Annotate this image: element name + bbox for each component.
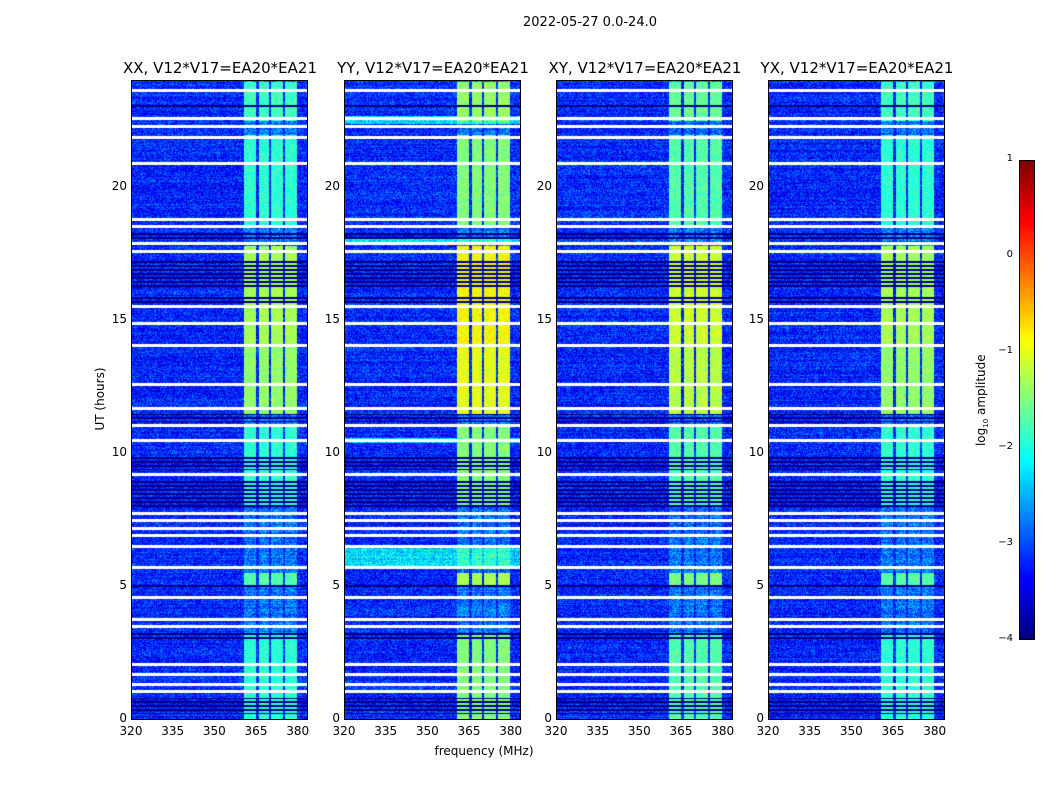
y-tick-label: 10 bbox=[111, 445, 127, 460]
colorbar-tick-label: −3 bbox=[998, 537, 1013, 548]
colorbar-tick-label: −2 bbox=[998, 441, 1013, 452]
y-tick-label: 15 bbox=[748, 312, 764, 327]
y-tick-label: 10 bbox=[748, 445, 764, 460]
y-axis-label: UT (hours) bbox=[93, 367, 107, 431]
colorbar-label: log10 amplitude bbox=[973, 354, 991, 447]
y-tick-label: 15 bbox=[111, 312, 127, 327]
x-tick-label: 365 bbox=[881, 724, 905, 738]
spectrogram-panel bbox=[556, 80, 733, 720]
y-tick-label: 10 bbox=[324, 445, 340, 460]
x-tick-label: 320 bbox=[756, 724, 780, 738]
y-tick-label: 20 bbox=[536, 179, 552, 194]
y-tick-label: 5 bbox=[332, 578, 340, 593]
x-tick-label: 335 bbox=[798, 724, 822, 738]
spectrogram-panel bbox=[344, 80, 521, 720]
x-tick-label: 350 bbox=[839, 724, 863, 738]
x-tick-label: 365 bbox=[457, 724, 481, 738]
y-tick-label: 5 bbox=[544, 578, 552, 593]
y-tick-label: 5 bbox=[756, 578, 764, 593]
y-tick-label: 0 bbox=[544, 711, 552, 725]
x-tick-label: 365 bbox=[669, 724, 693, 738]
panel-title: YY, V12*V17=EA20*EA21 bbox=[337, 59, 529, 77]
x-tick-label: 320 bbox=[544, 724, 568, 738]
y-tick-label: 20 bbox=[324, 179, 340, 194]
y-tick-label: 20 bbox=[111, 179, 127, 194]
x-tick-label: 365 bbox=[244, 724, 268, 738]
colorbar bbox=[1019, 160, 1035, 640]
x-tick-label: 335 bbox=[374, 724, 398, 738]
y-tick-label: 20 bbox=[748, 179, 764, 194]
x-tick-label: 335 bbox=[161, 724, 185, 738]
colorbar-tick-label: −4 bbox=[998, 633, 1013, 644]
y-tick-label: 0 bbox=[119, 711, 127, 725]
x-tick-label: 335 bbox=[586, 724, 610, 738]
x-tick-label: 320 bbox=[119, 724, 143, 738]
y-tick-label: 0 bbox=[756, 711, 764, 725]
panel-title: XX, V12*V17=EA20*EA21 bbox=[122, 59, 318, 77]
y-tick-label: 15 bbox=[324, 312, 340, 327]
panel-title: XY, V12*V17=EA20*EA21 bbox=[548, 59, 742, 77]
x-tick-label: 350 bbox=[415, 724, 439, 738]
x-tick-label: 350 bbox=[627, 724, 651, 738]
y-tick-label: 0 bbox=[332, 711, 340, 725]
x-tick-label: 380 bbox=[923, 724, 947, 738]
x-axis-label: frequency (MHz) bbox=[434, 744, 534, 758]
heatmap bbox=[557, 81, 732, 719]
colorbar-tick-label: 0 bbox=[1006, 249, 1013, 260]
y-tick-label: 5 bbox=[119, 578, 127, 593]
heatmap bbox=[345, 81, 520, 719]
heatmap bbox=[769, 81, 944, 719]
x-tick-label: 380 bbox=[286, 724, 310, 738]
y-tick-label: 15 bbox=[536, 312, 552, 327]
x-tick-label: 380 bbox=[711, 724, 735, 738]
colorbar-tick-label: 1 bbox=[1006, 153, 1013, 164]
heatmap bbox=[132, 81, 307, 719]
x-tick-label: 320 bbox=[332, 724, 356, 738]
figure-title: 2022-05-27 0.0-24.0 bbox=[523, 15, 657, 30]
spectrogram-panel bbox=[131, 80, 308, 720]
y-tick-label: 10 bbox=[536, 445, 552, 460]
x-tick-label: 350 bbox=[202, 724, 226, 738]
spectrogram-panel bbox=[768, 80, 945, 720]
colorbar-tick-label: −1 bbox=[998, 345, 1013, 356]
panel-title: YX, V12*V17=EA20*EA21 bbox=[760, 59, 954, 77]
x-tick-label: 380 bbox=[499, 724, 523, 738]
